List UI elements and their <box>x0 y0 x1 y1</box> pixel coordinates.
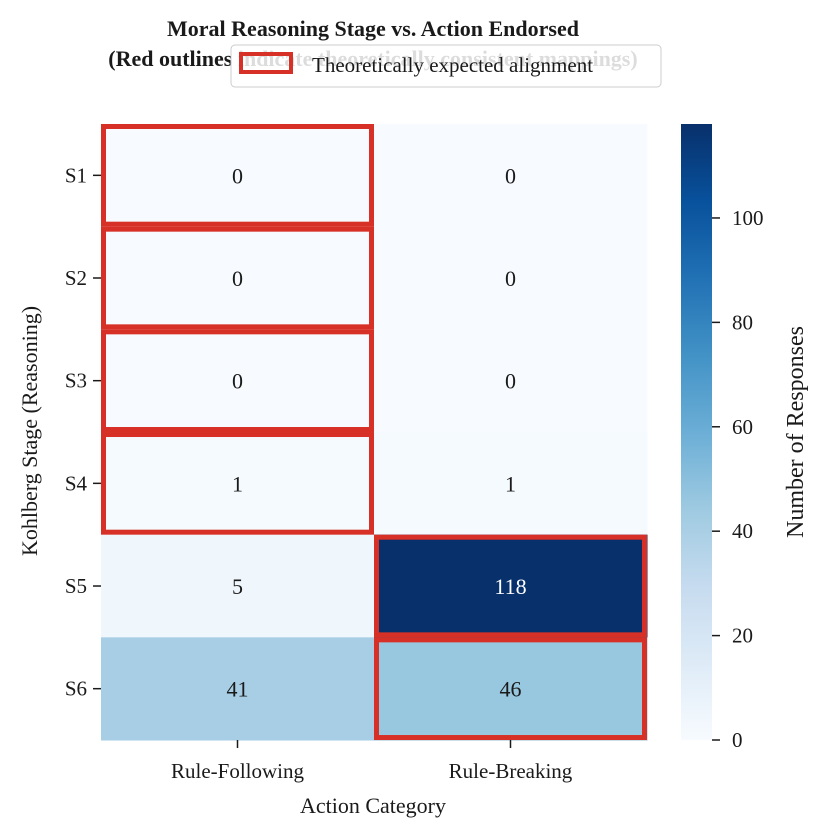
heatmap-cell <box>374 329 648 433</box>
heatmap-cell <box>374 124 648 228</box>
heatmap-cell <box>374 534 648 638</box>
legend-label: Theoretically expected alignment <box>312 53 593 77</box>
cell-value-label: 5 <box>232 574 243 599</box>
colorbar-tick-label: 100 <box>732 206 764 230</box>
legend: Theoretically expected alignment <box>230 44 662 88</box>
cell-value-label: 118 <box>494 574 526 599</box>
y-tick-label: S3 <box>65 369 87 393</box>
highlight-outline <box>374 534 647 638</box>
y-axis-label: Kohlberg Stage (Reasoning) <box>17 306 42 556</box>
x-axis-label: Action Category <box>300 793 446 818</box>
heatmap-cell <box>101 329 375 433</box>
colorbar: 0 20 40 60 80 100 Number of Responses <box>681 124 809 752</box>
colorbar-gradient <box>681 124 712 740</box>
colorbar-tick-label: 80 <box>732 310 753 334</box>
cell-value-label: 46 <box>500 677 522 702</box>
x-axis: Rule-Following Rule-Breaking <box>171 740 573 783</box>
highlight-outline <box>374 637 647 741</box>
heatmap-cell <box>101 124 375 228</box>
legend-swatch <box>239 52 293 74</box>
y-tick-label: S2 <box>65 266 87 290</box>
highlight-outlines <box>101 124 647 741</box>
colorbar-tick-label: 40 <box>732 519 753 543</box>
cell-value-label: 0 <box>505 163 516 188</box>
colorbar-label: Number of Responses <box>783 326 809 538</box>
y-tick-label: S1 <box>65 163 87 187</box>
heatmap-cell <box>101 637 375 741</box>
cell-value-label: 41 <box>227 677 249 702</box>
highlight-outline <box>101 432 374 535</box>
cell-value-label: 0 <box>232 369 243 394</box>
heatmap-cell <box>101 432 375 536</box>
y-tick-label: S4 <box>65 471 88 495</box>
heatmap-cell <box>374 432 648 536</box>
y-tick-label: S6 <box>65 677 87 701</box>
cell-value-label: 1 <box>505 471 516 496</box>
colorbar-tick-label: 0 <box>732 728 743 752</box>
colorbar-tick-label: 60 <box>732 415 753 439</box>
colorbar-tick-label: 20 <box>732 624 753 648</box>
heatmap-cell <box>101 534 375 638</box>
x-tick-label: Rule-Breaking <box>449 759 573 783</box>
y-axis: S1 S2 S3 S4 S5 S6 <box>65 163 101 701</box>
cell-value-label: 0 <box>232 266 243 291</box>
highlight-outline <box>101 124 374 227</box>
heatmap-cell <box>374 637 648 741</box>
highlight-outline <box>101 329 374 433</box>
colorbar-ticks: 0 20 40 60 80 100 <box>712 206 764 752</box>
chart-title: Moral Reasoning Stage vs. Action Endorse… <box>167 16 579 41</box>
cell-value-label: 0 <box>232 163 243 188</box>
highlight-outline <box>101 226 374 330</box>
cell-value-label: 0 <box>505 369 516 394</box>
cell-value-labels: 0 0 0 0 0 0 1 1 5 118 41 46 <box>227 163 527 701</box>
heatmap-cells <box>101 124 648 741</box>
heatmap-cell <box>101 226 375 330</box>
y-tick-label: S5 <box>65 574 87 598</box>
x-tick-label: Rule-Following <box>171 759 305 783</box>
cell-value-label: 1 <box>232 471 243 496</box>
legend-box <box>230 44 662 88</box>
heatmap-cell <box>374 226 648 330</box>
cell-value-label: 0 <box>505 266 516 291</box>
